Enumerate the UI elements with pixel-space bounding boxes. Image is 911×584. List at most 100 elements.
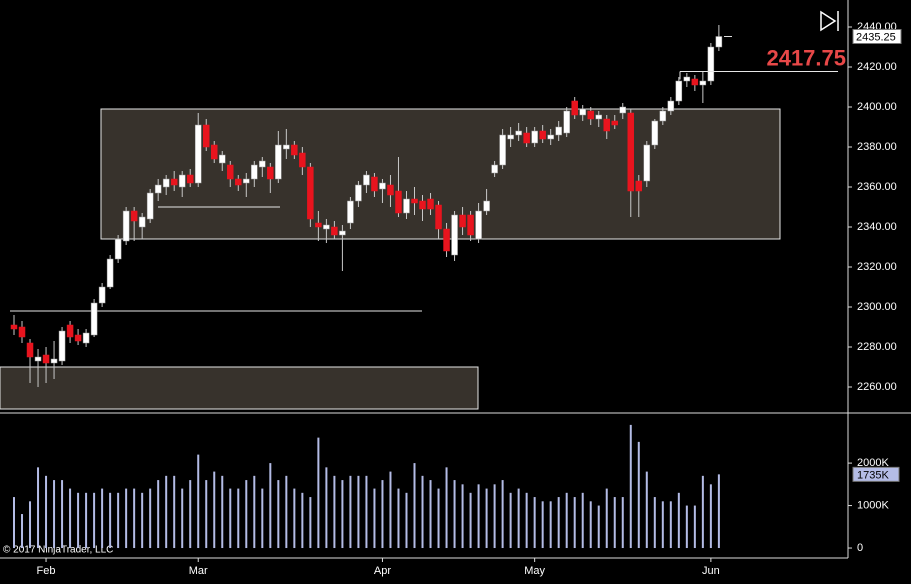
candle-body	[451, 214, 458, 256]
candle-body	[170, 178, 178, 186]
volume-bar	[381, 480, 384, 549]
volume-bar	[669, 501, 672, 549]
candle-body	[475, 210, 482, 240]
candle-body	[403, 198, 410, 214]
volume-bar	[469, 492, 472, 549]
volume-bar	[181, 488, 184, 549]
candle-body	[539, 130, 546, 140]
y-tick-label: 1000K	[857, 499, 889, 511]
x-tick-label: May	[524, 565, 545, 577]
last-price-box	[852, 29, 902, 44]
volume-bar	[77, 492, 80, 549]
volume-bar	[565, 492, 568, 549]
volume-bar	[605, 488, 608, 549]
candle-body	[154, 184, 162, 194]
volume-bar	[597, 505, 600, 549]
volume-bar	[29, 501, 32, 549]
candle-body	[427, 198, 434, 210]
volume-bar	[493, 484, 496, 549]
skip-icon[interactable]	[820, 10, 839, 32]
volume-bar	[325, 467, 328, 549]
volume-bar	[461, 484, 464, 549]
candle-body	[122, 210, 130, 242]
last-volume-label: 1735K	[857, 469, 889, 481]
volume-bar	[53, 480, 56, 549]
y-tick-label: 2300.00	[857, 301, 897, 313]
candle-body	[106, 258, 114, 288]
volume-bar	[501, 480, 504, 549]
candle-body	[371, 176, 378, 192]
volume-bar	[205, 480, 208, 549]
volume-bar	[573, 497, 576, 549]
volume-bar	[453, 480, 456, 549]
volume-bar	[101, 488, 104, 549]
volume-bar	[701, 475, 704, 549]
candle-body	[603, 118, 610, 132]
candle-body	[66, 324, 74, 338]
volume-bar	[221, 475, 224, 549]
volume-bar	[349, 475, 352, 549]
volume-bar	[197, 454, 200, 549]
volume-bar	[365, 475, 368, 549]
volume-bar	[213, 471, 216, 549]
volume-bar	[309, 497, 312, 549]
candle-body	[162, 178, 170, 188]
volume-bar	[445, 467, 448, 549]
x-tick-label: Apr	[374, 565, 391, 577]
y-tick-label: 2360.00	[857, 181, 897, 193]
volume-bar	[69, 488, 72, 549]
candle-body	[419, 200, 426, 210]
volume-bar	[693, 505, 696, 549]
last-volume-box	[852, 466, 900, 482]
candle-body	[267, 166, 274, 180]
volume-bar	[389, 471, 392, 549]
volume-bar	[173, 475, 176, 549]
candle-body	[515, 130, 522, 136]
volume-bar	[269, 463, 272, 549]
y-tick-label: 2000K	[857, 457, 889, 469]
volume-bar	[117, 492, 120, 549]
volume-bar	[589, 501, 592, 549]
volume-bar	[165, 475, 168, 549]
candle-body	[395, 190, 402, 214]
volume-bar	[621, 497, 624, 549]
volume-bar	[645, 471, 648, 549]
volume-bar	[429, 480, 432, 549]
candle-body	[387, 184, 394, 196]
candle-body	[283, 144, 290, 150]
candle-body	[339, 230, 346, 236]
candle-body	[34, 356, 42, 362]
candle-body	[18, 326, 26, 338]
candle-body	[50, 358, 58, 364]
y-tick-label: 2420.00	[857, 61, 897, 73]
candle-body	[491, 164, 498, 174]
volume-bar	[109, 492, 112, 549]
candle-body	[74, 334, 82, 342]
candle-body	[547, 134, 554, 140]
volume-bar	[237, 488, 240, 549]
volume-bar	[477, 484, 480, 549]
candle-body	[58, 330, 66, 362]
candle-body	[611, 120, 618, 126]
candle-body	[347, 200, 354, 224]
candle-body	[146, 192, 154, 220]
volume-bar	[149, 488, 152, 549]
play-icon[interactable]	[820, 10, 837, 32]
volume-bar	[357, 475, 360, 549]
candle-body	[563, 110, 570, 134]
candle-body	[138, 216, 146, 228]
candle-body	[595, 114, 602, 120]
candle-body	[251, 164, 258, 180]
candle-body	[355, 184, 362, 202]
y-tick-label: 2340.00	[857, 221, 897, 233]
volume-bar	[141, 492, 144, 549]
candle-body	[186, 174, 194, 184]
candle-body	[675, 80, 683, 102]
volume-bar	[45, 475, 48, 549]
candle-body	[363, 174, 370, 186]
volume-bar	[405, 492, 408, 549]
volume-bar	[133, 488, 136, 549]
volume-bar	[93, 492, 96, 549]
volume-bar	[21, 514, 24, 549]
